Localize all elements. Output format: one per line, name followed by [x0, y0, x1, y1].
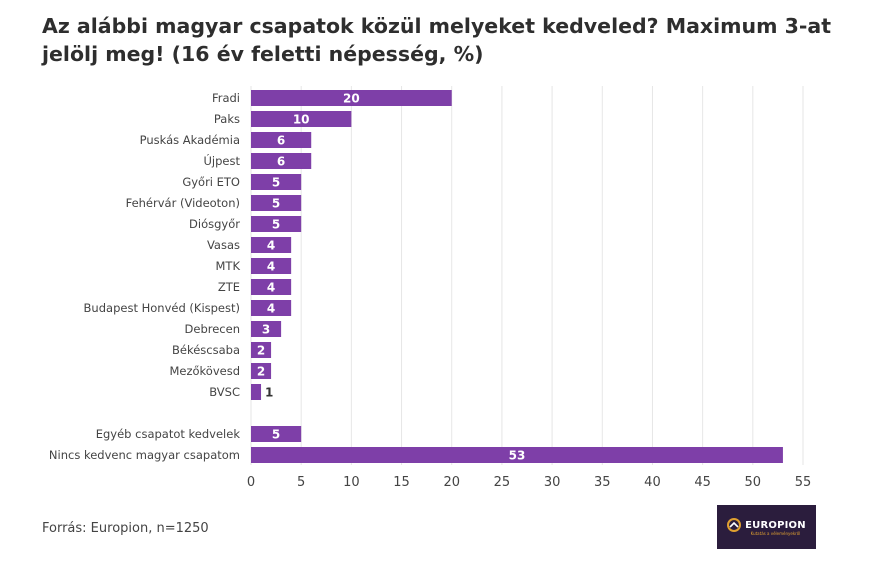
bar	[251, 363, 272, 379]
category-label: Fradi	[212, 91, 240, 105]
x-tick-label: 30	[544, 475, 561, 490]
bar	[251, 111, 352, 127]
x-tick-label: 40	[644, 475, 661, 490]
bar	[251, 300, 292, 316]
x-tick-label: 25	[494, 475, 511, 490]
category-label: Budapest Honvéd (Kispest)	[84, 301, 240, 315]
x-tick-label: 15	[393, 475, 410, 490]
x-tick-label: 0	[247, 475, 255, 490]
x-tick-label: 50	[745, 475, 762, 490]
value-label: 1	[265, 386, 273, 400]
category-label: MTK	[216, 259, 241, 273]
x-tick-label: 20	[443, 475, 460, 490]
x-tick-label: 10	[343, 475, 360, 490]
bars	[251, 90, 783, 463]
europion-logo: EUROPION Kutatás a véleményekről	[717, 505, 816, 549]
value-label: 2	[257, 344, 265, 358]
value-label: 5	[272, 197, 280, 211]
value-label: 5	[272, 218, 280, 232]
category-labels: Fradi Paks Puskás Akadémia Újpest Győri ETO F…	[49, 91, 241, 462]
europion-mark-icon	[727, 518, 742, 532]
value-label: 5	[272, 428, 280, 442]
value-label: 6	[277, 134, 285, 148]
category-label: Újpest	[204, 153, 241, 168]
bar	[251, 426, 302, 442]
bar	[251, 447, 783, 463]
bar	[251, 216, 302, 232]
category-label: Békéscsaba	[172, 343, 240, 357]
bar	[251, 153, 312, 169]
category-label: Mezőkövesd	[169, 364, 240, 378]
value-label: 5	[272, 176, 280, 190]
grid-lines	[250, 86, 804, 465]
value-label: 4	[267, 281, 275, 295]
bar	[251, 258, 292, 274]
logo-wordmark: EUROPION	[745, 519, 806, 531]
category-label: Egyéb csapatot kedvelek	[96, 427, 241, 441]
value-label: 6	[277, 155, 285, 169]
value-label: 10	[293, 113, 310, 127]
bar	[251, 384, 262, 400]
bar	[251, 195, 302, 211]
bar	[251, 237, 292, 253]
value-label: 4	[267, 302, 275, 316]
logo-tagline: Kutatás a véleményekről	[750, 531, 801, 536]
category-label: Paks	[214, 112, 240, 126]
x-tick-label: 5	[297, 475, 305, 490]
bar	[251, 174, 302, 190]
x-tick-label: 35	[594, 475, 611, 490]
value-label: 53	[509, 449, 526, 463]
category-label: Nincs kedvenc magyar csapatom	[49, 448, 240, 462]
bar	[251, 132, 312, 148]
value-label: 20	[343, 92, 360, 106]
category-label: Debrecen	[185, 322, 240, 336]
bar	[251, 279, 292, 295]
value-label: 2	[257, 365, 265, 379]
value-label: 4	[267, 239, 275, 253]
category-label: Fehérvár (Videoton)	[126, 196, 240, 210]
source-note: Forrás: Europion, n=1250	[42, 521, 209, 536]
category-label: BVSC	[209, 385, 240, 399]
x-tick-label: 55	[795, 475, 812, 490]
category-label: Győri ETO	[182, 175, 240, 189]
chart-title: Az alábbi magyar csapatok közül melyeket…	[42, 14, 832, 66]
bar	[251, 342, 272, 358]
category-label: Diósgyőr	[189, 217, 240, 231]
value-label: 4	[267, 260, 275, 274]
category-label: Puskás Akadémia	[140, 133, 240, 147]
category-label: ZTE	[218, 280, 240, 294]
x-axis-ticks: 0 5 10 15 20 25 30 35 40 45 50 55	[247, 475, 811, 490]
bar	[251, 90, 452, 106]
category-label: Vasas	[207, 238, 240, 252]
value-label: 3	[262, 323, 270, 337]
bar	[251, 321, 282, 337]
bar-chart: Fradi Paks Puskás Akadémia Újpest Győri ETO F…	[49, 86, 811, 490]
x-tick-label: 45	[694, 475, 711, 490]
